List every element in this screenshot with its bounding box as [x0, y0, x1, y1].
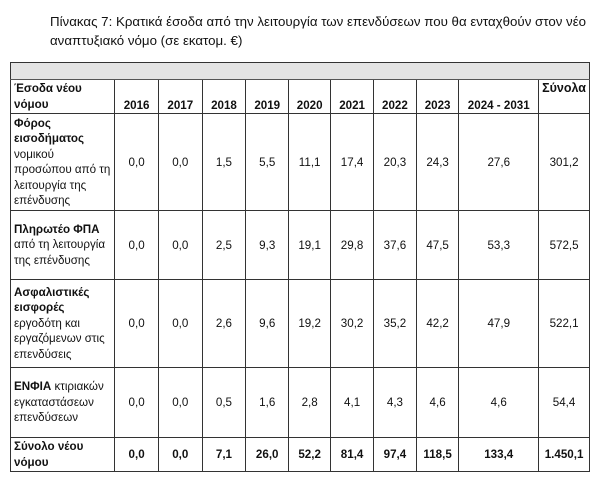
table-cell: 37,6	[373, 210, 417, 280]
table-row: ΕΝΦΙΑ κτιριακών εγκαταστάσεων επενδύσεων…	[9, 367, 590, 438]
header-label: Έσοδα νέου νόμου	[9, 79, 116, 114]
table-cell: 0,0	[114, 210, 159, 280]
row-label-rest: εργοδότη και εργαζόμενων στις επενδύσεις	[14, 316, 105, 361]
column-header: 2024 - 2031	[458, 79, 540, 114]
table-cell: 29,8	[330, 210, 375, 280]
table-cell: 301,2	[538, 113, 590, 211]
table-cell: 11,1	[288, 113, 332, 211]
table-cell: 0,0	[114, 113, 159, 211]
total-cell: 52,2	[288, 437, 332, 472]
table-cell: 0,0	[157, 279, 203, 368]
table-cell: 0,0	[114, 367, 159, 438]
table-cell: 53,3	[458, 210, 540, 280]
table-cell: 9,6	[245, 279, 290, 368]
column-header: 2017	[157, 79, 203, 114]
shaded-row	[10, 62, 590, 80]
column-header: 2019	[245, 79, 290, 114]
table-cell: 1,6	[245, 367, 290, 438]
table-row: Ασφαλιστικές εισφορές εργοδότη και εργαζ…	[9, 279, 590, 368]
table-cell: 9,3	[245, 210, 290, 280]
table-cell: 0,0	[114, 279, 159, 368]
total-cell: 26,0	[245, 437, 290, 472]
column-header: 2021	[330, 79, 375, 114]
table-cell: 4,1	[330, 367, 375, 438]
table-cell: 0,0	[157, 367, 203, 438]
table-cell: 0,0	[157, 210, 203, 280]
table-cell: 24,3	[415, 113, 460, 211]
total-cell: 97,4	[373, 437, 417, 472]
column-header: 2023	[415, 79, 460, 114]
row-label-bold: Πληρωτέο ΦΠΑ	[14, 222, 100, 236]
column-header: Σύνολα	[538, 79, 590, 114]
table-cell: 4,6	[415, 367, 460, 438]
table-cell: 54,4	[538, 367, 590, 438]
table-cell: 2,8	[288, 367, 332, 438]
table-cell: 47,9	[458, 279, 540, 368]
table-cell: 17,4	[330, 113, 375, 211]
table-cell: 572,5	[538, 210, 590, 280]
table-cell: 1,5	[201, 113, 247, 211]
table-caption: Πίνακας 7: Κρατικά έσοδα από την λειτουρ…	[50, 14, 587, 48]
column-header: 2020	[288, 79, 332, 114]
row-label-rest: από τη λειτουργία της επένδυσης	[14, 238, 106, 267]
column-header: 2018	[201, 79, 247, 114]
row-label-bold: ΕΝΦΙΑ	[14, 380, 52, 394]
total-label: Σύνολο νέου νόμου	[9, 437, 116, 472]
header-row: Έσοδα νέου νόμου 2016 2017 2018 2019 2020 2021…	[9, 79, 590, 114]
table-cell: 4,6	[458, 367, 540, 438]
table-cell: 47,5	[415, 210, 460, 280]
table-row: Φόρος εισοδήματος νομικού προσώπου από τ…	[9, 113, 590, 211]
table-cell: 19,1	[288, 210, 332, 280]
table-cell: 522,1	[538, 279, 590, 368]
table-cell: 5,5	[245, 113, 290, 211]
table-cell: 27,6	[458, 113, 540, 211]
row-label: Φόρος εισοδήματος νομικού προσώπου από τ…	[9, 113, 116, 211]
table-cell: 42,2	[415, 279, 460, 368]
table-cell: 0,5	[201, 367, 247, 438]
table-cell: 35,2	[373, 279, 417, 368]
row-label-rest: νομικού προσώπου από τη λειτουργία της ε…	[14, 147, 111, 208]
table-cell: 0,0	[157, 113, 203, 211]
total-cell: 0,0	[114, 437, 159, 472]
table-cell: 4,3	[373, 367, 417, 438]
total-cell: 81,4	[330, 437, 375, 472]
table-cell: 19,2	[288, 279, 332, 368]
row-label: Πληρωτέο ΦΠΑ από τη λειτουργία της επένδ…	[9, 210, 116, 280]
row-label: Ασφαλιστικές εισφορές εργοδότη και εργαζ…	[9, 279, 116, 368]
total-cell: 1.450,1	[538, 437, 590, 472]
total-cell: 7,1	[201, 437, 247, 472]
column-header: 2022	[373, 79, 417, 114]
table-row: Πληρωτέο ΦΠΑ από τη λειτουργία της επένδ…	[9, 210, 590, 280]
total-cell: 118,5	[415, 437, 460, 472]
row-label-rest: κτιριακών εγκαταστάσεων επενδύσεων	[14, 380, 104, 425]
total-cell: 0,0	[157, 437, 203, 472]
row-label-bold: Ασφαλιστικές εισφορές	[14, 285, 90, 315]
revenue-table: Έσοδα νέου νόμου 2016 2017 2018 2019 2020 2021…	[9, 62, 590, 472]
row-label-bold: Φόρος εισοδήματος	[14, 116, 85, 146]
column-header: 2016	[114, 79, 159, 114]
table-cell: 2,6	[201, 279, 247, 368]
row-label: ΕΝΦΙΑ κτιριακών εγκαταστάσεων επενδύσεων	[9, 367, 116, 438]
total-row: Σύνολο νέου νόμου 0,0 0,0 7,1 26,0 52,2 81,4 97…	[9, 437, 590, 472]
table-cell: 30,2	[330, 279, 375, 368]
table-cell: 2,5	[201, 210, 247, 280]
total-cell: 133,4	[458, 437, 540, 472]
table-cell: 20,3	[373, 113, 417, 211]
